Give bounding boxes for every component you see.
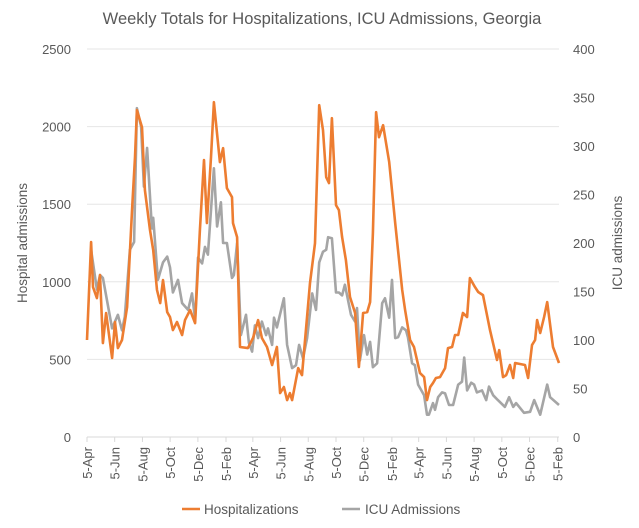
x-tick-label: 5-Aug (301, 447, 316, 482)
y-tick-label: 1000 (42, 275, 71, 290)
y-axis-label: Hospital admissions (15, 183, 30, 303)
y-axis-right: 0 50 100 150 200 250 300 350 400 (573, 42, 595, 445)
x-tick-label: 5-Apr (412, 446, 427, 478)
x-tick-label: 5-Aug (135, 447, 150, 482)
chart-title: Weekly Totals for Hospitalizations, ICU … (103, 10, 542, 28)
series-lines (85, 100, 561, 416)
x-tick-label: 5-Jun (108, 447, 123, 480)
legend-label-hospitalizations: Hospitalizations (204, 502, 299, 517)
x-tick-label: 5-Feb (385, 447, 400, 481)
y2-tick-label: 350 (573, 91, 595, 106)
x-tick-label: 5-Dec (523, 447, 538, 482)
x-tick-label: 5-Jun (439, 447, 454, 480)
y2-tick-label: 150 (573, 285, 595, 300)
y-tick-label: 0 (64, 430, 71, 445)
series-line-hospitalizations (85, 100, 561, 402)
legend: Hospitalizations ICU Admissions (182, 502, 461, 517)
x-tick-label: 5-Apr (80, 446, 95, 478)
y-axis-left: 0 500 1000 1500 2000 2500 (42, 42, 71, 445)
series-line-icu-admissions (89, 106, 560, 416)
y2-tick-label: 100 (573, 333, 595, 348)
y2-tick-label: 400 (573, 42, 595, 57)
x-tick-label: 5-Oct (163, 447, 178, 479)
y-tick-label: 1500 (42, 197, 71, 212)
x-tick-label: 5-Dec (357, 447, 372, 482)
x-tick-label: 5-Feb (219, 447, 234, 481)
x-axis: 5-Apr 5-Jun 5-Aug 5-Oct 5-Dec 5-Feb 5-Apr 5-Jun… (80, 437, 566, 482)
x-tick-label: 5-Jun (274, 447, 289, 480)
y-tick-label: 2000 (42, 120, 71, 135)
x-tick-label: 5-Feb (551, 447, 566, 481)
y-tick-label: 500 (49, 352, 71, 367)
y2-tick-label: 300 (573, 139, 595, 154)
y2-tick-label: 250 (573, 188, 595, 203)
x-tick-label: 5-Oct (329, 447, 344, 479)
x-tick-label: 5-Dec (191, 447, 206, 482)
y2-tick-label: 50 (573, 382, 587, 397)
x-tick-label: 5-Apr (246, 446, 261, 478)
x-tick-label: 5-Oct (495, 447, 510, 479)
y2-tick-label: 0 (573, 430, 580, 445)
legend-label-icu: ICU Admissions (365, 502, 461, 517)
x-tick-label: 5-Aug (467, 447, 482, 482)
gridlines (87, 48, 559, 438)
y2-tick-label: 200 (573, 236, 595, 251)
y2-axis-label: ICU admissions (610, 195, 625, 290)
y-tick-label: 2500 (42, 42, 71, 57)
